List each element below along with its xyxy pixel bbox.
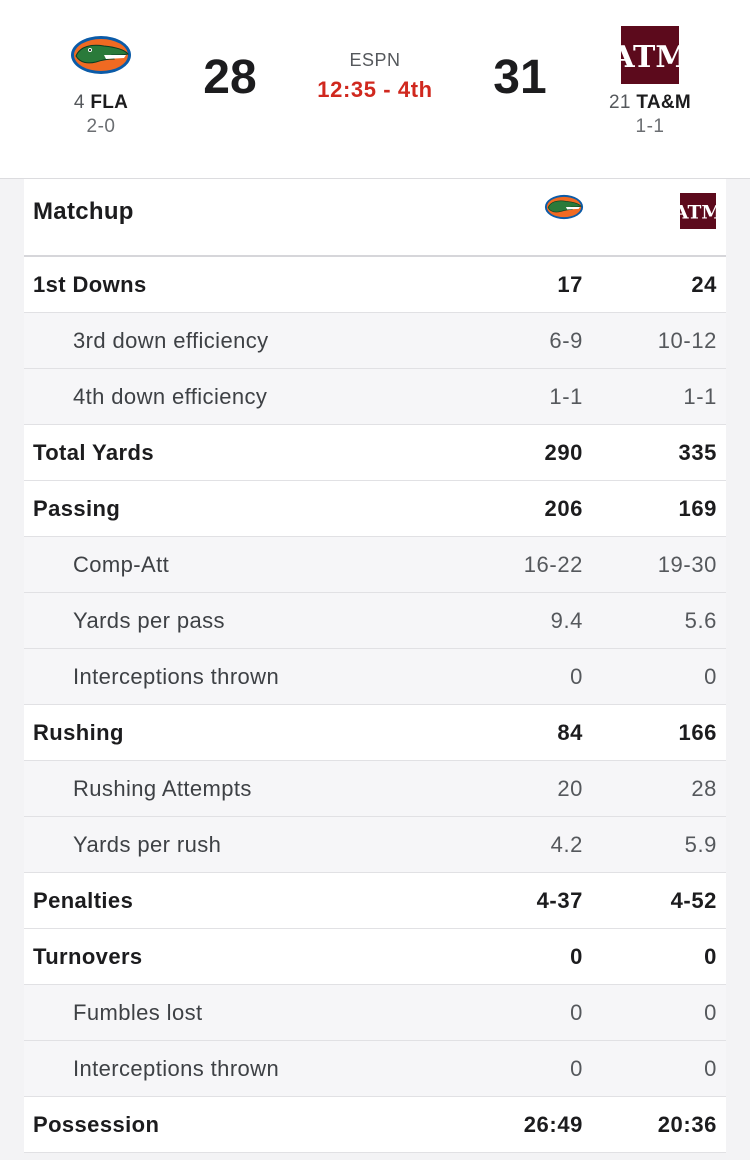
stat-row: Passing 206 169 [24, 481, 726, 537]
stat-home-value: 169 [678, 496, 717, 521]
stat-home-value: 0 [704, 664, 717, 689]
stat-label: Passing [33, 496, 121, 521]
away-score: 28 [203, 51, 257, 104]
stat-row: Comp-Att 16-22 19-30 [24, 537, 726, 593]
texas-am-logo-icon: ATM [580, 24, 720, 86]
stat-away-value: 20 [557, 776, 583, 801]
network-label: ESPN [349, 50, 401, 70]
stat-row: Rushing 84 166 [24, 705, 726, 761]
stat-label: 4th down efficiency [73, 384, 268, 409]
home-record: 1-1 [635, 116, 665, 137]
stat-row: 3rd down efficiency 6-9 10-12 [24, 313, 726, 369]
stat-row: Interceptions thrown 0 0 [24, 1041, 726, 1097]
stat-home-value: 5.9 [684, 832, 717, 857]
away-team[interactable]: 4 FLA 2-0 [31, 24, 171, 138]
stat-label: Fumbles lost [73, 1000, 203, 1025]
stat-label: 3rd down efficiency [73, 328, 269, 353]
stat-label: Rushing Attempts [73, 776, 252, 801]
stats-table: 1st Downs 17 24 3rd down efficiency 6-9 10-12… [24, 257, 726, 1153]
stat-home-value: 10-12 [657, 328, 717, 353]
matchup-header: Matchup ATM [24, 179, 726, 257]
stat-home-value: 1-1 [683, 384, 717, 409]
stat-row: Yards per rush 4.2 5.9 [24, 817, 726, 873]
stat-row: Rushing Attempts 20 28 [24, 761, 726, 817]
stat-home-value: 0 [704, 1000, 717, 1025]
stat-away-value: 206 [544, 496, 583, 521]
scoreboard-header: 4 FLA 2-0 28 ESPN 12:35 - 4th 31 ATM 21 … [0, 0, 750, 178]
stat-label: Penalties [33, 888, 134, 913]
stat-row: Interceptions thrown 0 0 [24, 649, 726, 705]
stat-away-value: 0 [570, 1056, 583, 1081]
home-score: 31 [493, 51, 547, 104]
stat-home-value: 24 [691, 272, 717, 297]
home-abbr: TA&M [636, 92, 691, 113]
stat-away-value: 0 [570, 944, 583, 969]
stat-home-value: 28 [691, 776, 717, 801]
stat-label: Yards per pass [73, 608, 225, 633]
stat-home-value: 19-30 [657, 552, 717, 577]
stat-row: Turnovers 0 0 [24, 929, 726, 985]
stat-home-value: 5.6 [684, 608, 717, 633]
stat-away-value: 290 [544, 440, 583, 465]
stat-label: Yards per rush [73, 832, 222, 857]
stat-away-value: 17 [557, 272, 583, 297]
stat-label: 1st Downs [33, 272, 147, 297]
stat-label: Interceptions thrown [73, 1056, 280, 1081]
stat-away-value: 26:49 [523, 1112, 583, 1137]
stat-label: Comp-Att [73, 552, 170, 577]
stat-away-value: 6-9 [549, 328, 583, 353]
stat-home-value: 335 [678, 440, 717, 465]
stat-home-value: 0 [704, 1056, 717, 1081]
stat-row: Total Yards 290 335 [24, 425, 726, 481]
stat-row: Fumbles lost 0 0 [24, 985, 726, 1041]
stat-label: Turnovers [33, 944, 143, 969]
florida-gator-logo-icon [31, 24, 171, 86]
stat-row: 4th down efficiency 1-1 1-1 [24, 369, 726, 425]
svg-text:ATM: ATM [680, 202, 716, 223]
stat-label: Interceptions thrown [73, 664, 280, 689]
home-team[interactable]: ATM 21 TA&M 1-1 [580, 24, 720, 138]
svg-text:ATM: ATM [621, 40, 679, 75]
stat-home-value: 166 [678, 720, 717, 745]
stat-away-value: 84 [557, 720, 583, 745]
stat-row: Possession 26:49 20:36 [24, 1097, 726, 1153]
away-abbr: FLA [90, 92, 129, 113]
matchup-title: Matchup [33, 198, 134, 225]
team-stats-card: Matchup ATM 1st Downs 17 24 3rd down effici… [0, 178, 750, 1160]
stat-row: Penalties 4-37 4-52 [24, 873, 726, 929]
stat-away-value: 1-1 [549, 384, 583, 409]
stat-label: Possession [33, 1112, 160, 1137]
stat-row: 1st Downs 17 24 [24, 257, 726, 313]
stat-row: Yards per pass 9.4 5.6 [24, 593, 726, 649]
home-rank: 21 [609, 92, 631, 113]
stat-away-value: 9.4 [550, 608, 583, 633]
stat-home-value: 0 [704, 944, 717, 969]
stat-away-value: 0 [570, 1000, 583, 1025]
game-clock: 12:35 - 4th [317, 77, 433, 102]
stat-home-value: 4-52 [670, 888, 717, 913]
stat-home-value: 20:36 [657, 1112, 717, 1137]
stat-away-value: 4.2 [550, 832, 583, 857]
away-rank: 4 [73, 92, 85, 113]
stat-label: Total Yards [33, 440, 154, 465]
stat-away-value: 16-22 [523, 552, 583, 577]
away-record: 2-0 [86, 116, 116, 137]
stat-label: Rushing [33, 720, 124, 745]
stat-away-value: 0 [570, 664, 583, 689]
florida-gator-mini-logo-icon [544, 193, 584, 226]
stat-away-value: 4-37 [536, 888, 583, 913]
game-status: ESPN 12:35 - 4th [275, 50, 475, 103]
texas-am-mini-logo-icon: ATM [673, 193, 722, 234]
